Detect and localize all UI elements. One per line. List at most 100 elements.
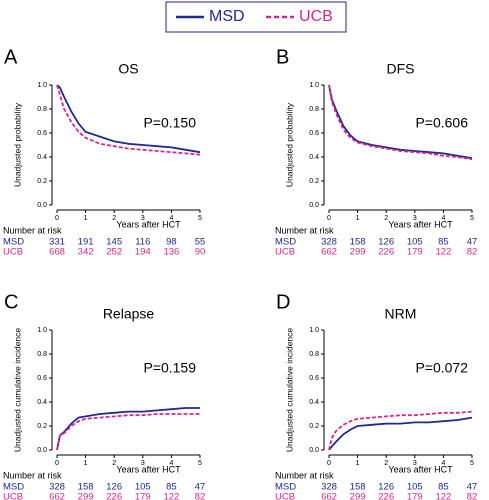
risk-count: 122 <box>435 492 451 500</box>
risk-count: 179 <box>407 492 423 500</box>
y-tick-label: 0.4 <box>37 154 47 161</box>
p-value: P=0.606 <box>415 115 468 131</box>
y-tick-label: 1.0 <box>309 327 319 334</box>
y-tick-label: 0.8 <box>309 106 319 113</box>
x-axis-label: Years after HCT <box>388 219 453 229</box>
legend-label: MSD <box>209 8 245 25</box>
x-tick-label: 1 <box>356 215 360 222</box>
series-line <box>328 410 473 451</box>
risk-count: 662 <box>321 247 337 258</box>
risk-count: 226 <box>378 492 394 500</box>
y-tick-label: 0.8 <box>309 351 319 358</box>
y-tick-label: 0.0 <box>309 447 319 454</box>
x-tick-label: 5 <box>470 460 474 467</box>
x-tick-label: 0 <box>327 460 331 467</box>
risk-count: 662 <box>321 492 337 500</box>
risk-row-label: UCB <box>275 247 295 258</box>
x-tick-label: 0 <box>327 215 331 222</box>
chart-title: DFS <box>387 61 415 77</box>
risk-row-label: MSD <box>3 482 24 493</box>
series-line <box>328 84 473 160</box>
risk-count: 85 <box>438 237 449 248</box>
y-tick-label: 0.6 <box>37 130 47 137</box>
y-tick-label: 0.4 <box>309 154 319 161</box>
x-tick-label: 3 <box>413 215 417 222</box>
x-tick-label: 1 <box>84 460 88 467</box>
risk-count: 179 <box>135 492 151 500</box>
risk-count: 126 <box>378 482 394 493</box>
risk-title: Number at risk <box>275 225 334 235</box>
risk-count: 82 <box>467 492 478 500</box>
series-line <box>56 407 200 451</box>
risk-count: 328 <box>321 237 337 248</box>
panel-label: B <box>276 46 289 68</box>
x-axis-label: Years after HCT <box>116 219 181 229</box>
y-tick-label: 0.6 <box>309 130 319 137</box>
risk-count: 252 <box>106 247 122 258</box>
risk-count: 668 <box>49 247 65 258</box>
x-tick-label: 4 <box>441 215 445 222</box>
legend-box <box>165 1 347 33</box>
risk-count: 47 <box>467 237 478 248</box>
risk-title: Number at risk <box>275 470 334 480</box>
risk-count: 82 <box>195 492 206 500</box>
risk-count: 105 <box>407 482 423 493</box>
risk-count: 90 <box>195 247 206 258</box>
risk-count: 126 <box>378 237 394 248</box>
risk-count: 331 <box>49 237 65 248</box>
x-tick-label: 3 <box>413 460 417 467</box>
risk-count: 191 <box>78 237 94 248</box>
p-value: P=0.072 <box>415 360 468 376</box>
risk-count: 122 <box>435 247 451 258</box>
risk-count: 47 <box>467 482 478 493</box>
p-value: P=0.159 <box>143 360 196 376</box>
y-tick-label: 0.6 <box>309 375 319 382</box>
risk-count: 226 <box>378 247 394 258</box>
series-line <box>328 416 473 451</box>
y-tick-label: 0.0 <box>309 202 319 209</box>
y-tick-label: 0.8 <box>37 106 47 113</box>
risk-row-label: UCB <box>275 492 295 500</box>
y-tick-label: 0.4 <box>309 399 319 406</box>
y-tick-label: 1.0 <box>37 327 47 334</box>
y-tick-label: 0.0 <box>37 447 47 454</box>
risk-row-label: MSD <box>3 237 24 248</box>
y-tick-label: 0.2 <box>37 178 47 185</box>
x-tick-label: 3 <box>141 460 145 467</box>
risk-count: 136 <box>163 247 179 258</box>
risk-row-label: UCB <box>3 247 23 258</box>
risk-count: 98 <box>166 237 177 248</box>
x-tick-label: 4 <box>169 460 173 467</box>
risk-count: 226 <box>106 492 122 500</box>
risk-count: 662 <box>49 492 65 500</box>
x-tick-label: 5 <box>198 215 202 222</box>
x-axis-label: Years after HCT <box>116 464 181 474</box>
chart-title: OS <box>118 61 138 77</box>
y-tick-label: 0.2 <box>37 423 47 430</box>
risk-count: 194 <box>135 247 151 258</box>
risk-count: 85 <box>438 482 449 493</box>
risk-count: 158 <box>350 482 366 493</box>
risk-count: 47 <box>195 482 206 493</box>
chart-title: Relapse <box>103 306 155 322</box>
panel-label: A <box>4 46 18 68</box>
x-tick-label: 4 <box>169 215 173 222</box>
risk-count: 55 <box>195 237 206 248</box>
series-line <box>56 84 201 156</box>
y-tick-label: 0.6 <box>37 375 47 382</box>
risk-count: 158 <box>350 237 366 248</box>
y-axis-label: Unadjusted cumulative incidence <box>284 328 294 453</box>
y-axis-label: Unadjusted cumulative incidence <box>12 328 22 453</box>
chart-title: NRM <box>385 306 417 322</box>
x-tick-label: 2 <box>112 460 116 467</box>
risk-title: Number at risk <box>3 225 62 235</box>
risk-count: 299 <box>78 492 94 500</box>
risk-title: Number at risk <box>3 470 62 480</box>
x-tick-label: 2 <box>384 460 388 467</box>
risk-count: 126 <box>106 482 122 493</box>
y-axis-label: Unadjusted probability <box>284 102 294 187</box>
y-tick-label: 0.0 <box>37 202 47 209</box>
risk-row-label: MSD <box>275 482 296 493</box>
